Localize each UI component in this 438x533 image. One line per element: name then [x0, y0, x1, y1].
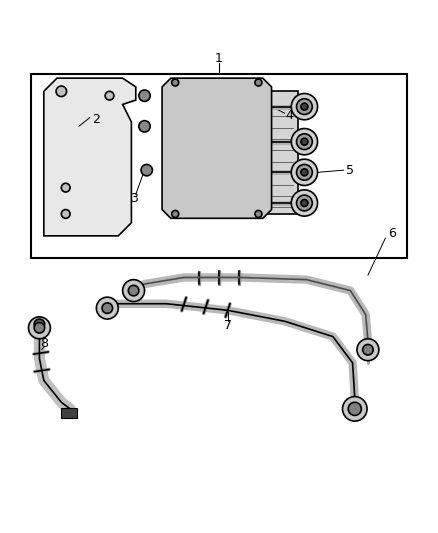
Circle shape [348, 402, 361, 415]
Bar [31, 74, 407, 258]
Circle shape [291, 93, 318, 120]
Text: 7: 7 [224, 319, 232, 332]
Circle shape [255, 79, 262, 86]
Circle shape [102, 303, 113, 313]
Circle shape [255, 211, 262, 217]
Circle shape [34, 322, 45, 333]
Circle shape [291, 190, 318, 216]
Circle shape [128, 285, 139, 296]
Circle shape [141, 165, 152, 176]
Circle shape [297, 165, 312, 180]
Circle shape [139, 120, 150, 132]
Circle shape [139, 90, 150, 101]
Circle shape [301, 199, 308, 206]
Polygon shape [162, 78, 272, 219]
Text: 1: 1 [215, 52, 223, 65]
Circle shape [61, 209, 70, 219]
Circle shape [61, 183, 70, 192]
Circle shape [28, 317, 50, 339]
Text: 6: 6 [388, 227, 396, 240]
Circle shape [357, 339, 379, 361]
Text: 5: 5 [346, 164, 354, 176]
Text: 3: 3 [130, 192, 138, 205]
Circle shape [297, 195, 312, 211]
Circle shape [96, 297, 118, 319]
Bar [193, 91, 298, 214]
Bar [61, 408, 77, 418]
Circle shape [172, 79, 179, 86]
Circle shape [343, 397, 367, 421]
Circle shape [301, 103, 308, 110]
Text: 2: 2 [92, 114, 100, 126]
Circle shape [297, 134, 312, 150]
Circle shape [34, 319, 45, 329]
Text: 4: 4 [285, 109, 293, 122]
Circle shape [105, 91, 114, 100]
Circle shape [301, 138, 308, 145]
Circle shape [297, 99, 312, 115]
Circle shape [172, 211, 179, 217]
Circle shape [56, 86, 67, 96]
Circle shape [363, 344, 373, 355]
Polygon shape [44, 78, 136, 236]
Circle shape [301, 169, 308, 176]
Circle shape [291, 159, 318, 185]
Text: 8: 8 [40, 337, 48, 350]
Circle shape [123, 280, 145, 302]
Circle shape [291, 128, 318, 155]
